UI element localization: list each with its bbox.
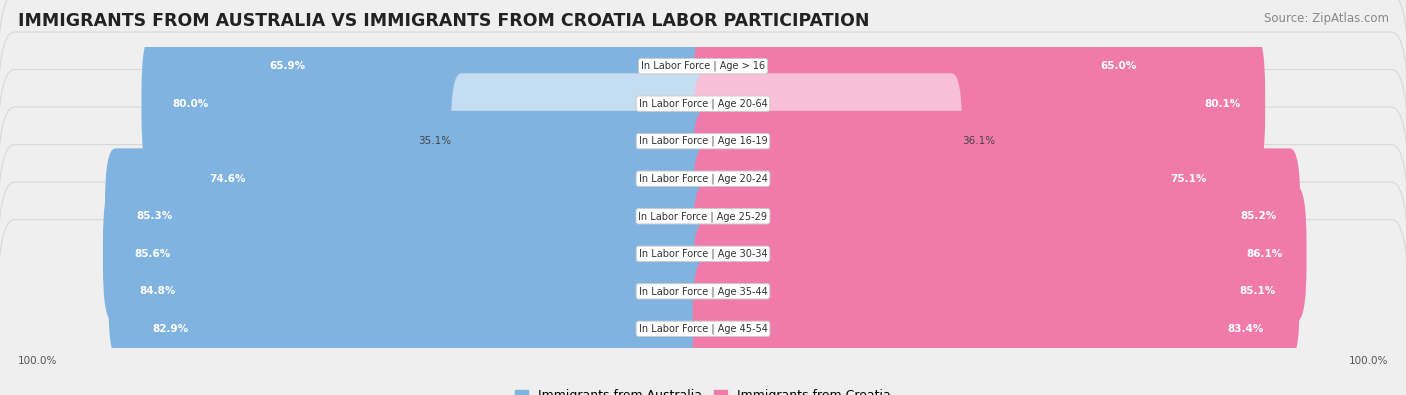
Text: 85.1%: 85.1% bbox=[1239, 286, 1275, 296]
FancyBboxPatch shape bbox=[693, 73, 962, 209]
FancyBboxPatch shape bbox=[693, 111, 1230, 246]
Text: 85.6%: 85.6% bbox=[134, 249, 170, 259]
FancyBboxPatch shape bbox=[693, 261, 1288, 395]
Text: 35.1%: 35.1% bbox=[418, 136, 451, 146]
FancyBboxPatch shape bbox=[0, 0, 1406, 175]
FancyBboxPatch shape bbox=[0, 220, 1406, 395]
Text: 84.8%: 84.8% bbox=[139, 286, 176, 296]
FancyBboxPatch shape bbox=[142, 36, 713, 171]
FancyBboxPatch shape bbox=[179, 111, 713, 246]
Text: 65.9%: 65.9% bbox=[270, 61, 305, 71]
FancyBboxPatch shape bbox=[0, 32, 1406, 250]
Text: 82.9%: 82.9% bbox=[152, 324, 188, 334]
Text: In Labor Force | Age 30-34: In Labor Force | Age 30-34 bbox=[638, 248, 768, 259]
Text: In Labor Force | Age > 16: In Labor Force | Age > 16 bbox=[641, 61, 765, 71]
FancyBboxPatch shape bbox=[693, 224, 1299, 359]
Text: In Labor Force | Age 35-44: In Labor Force | Age 35-44 bbox=[638, 286, 768, 297]
FancyBboxPatch shape bbox=[693, 0, 1161, 134]
Text: 75.1%: 75.1% bbox=[1170, 174, 1206, 184]
FancyBboxPatch shape bbox=[693, 36, 1265, 171]
Text: In Labor Force | Age 20-64: In Labor Force | Age 20-64 bbox=[638, 98, 768, 109]
Text: In Labor Force | Age 16-19: In Labor Force | Age 16-19 bbox=[638, 136, 768, 147]
Text: In Labor Force | Age 20-24: In Labor Force | Age 20-24 bbox=[638, 173, 768, 184]
Text: 100.0%: 100.0% bbox=[1350, 356, 1389, 366]
Text: 85.2%: 85.2% bbox=[1240, 211, 1277, 221]
FancyBboxPatch shape bbox=[693, 186, 1306, 322]
Text: 80.1%: 80.1% bbox=[1205, 99, 1241, 109]
FancyBboxPatch shape bbox=[0, 0, 1406, 213]
FancyBboxPatch shape bbox=[108, 224, 713, 359]
FancyBboxPatch shape bbox=[0, 107, 1406, 325]
Text: 86.1%: 86.1% bbox=[1246, 249, 1282, 259]
Legend: Immigrants from Australia, Immigrants from Croatia: Immigrants from Australia, Immigrants fr… bbox=[510, 384, 896, 395]
FancyBboxPatch shape bbox=[121, 261, 713, 395]
FancyBboxPatch shape bbox=[0, 182, 1406, 395]
FancyBboxPatch shape bbox=[105, 149, 713, 284]
Text: 74.6%: 74.6% bbox=[209, 174, 246, 184]
FancyBboxPatch shape bbox=[451, 73, 713, 209]
FancyBboxPatch shape bbox=[0, 70, 1406, 288]
Text: 100.0%: 100.0% bbox=[17, 356, 56, 366]
FancyBboxPatch shape bbox=[693, 149, 1301, 284]
Text: 83.4%: 83.4% bbox=[1227, 324, 1264, 334]
FancyBboxPatch shape bbox=[0, 145, 1406, 363]
Text: In Labor Force | Age 25-29: In Labor Force | Age 25-29 bbox=[638, 211, 768, 222]
Text: In Labor Force | Age 45-54: In Labor Force | Age 45-54 bbox=[638, 324, 768, 334]
Text: 80.0%: 80.0% bbox=[173, 99, 208, 109]
Text: 65.0%: 65.0% bbox=[1101, 61, 1137, 71]
FancyBboxPatch shape bbox=[103, 186, 713, 322]
FancyBboxPatch shape bbox=[239, 0, 713, 134]
Text: Source: ZipAtlas.com: Source: ZipAtlas.com bbox=[1264, 12, 1389, 25]
Text: IMMIGRANTS FROM AUSTRALIA VS IMMIGRANTS FROM CROATIA LABOR PARTICIPATION: IMMIGRANTS FROM AUSTRALIA VS IMMIGRANTS … bbox=[18, 12, 870, 30]
Text: 36.1%: 36.1% bbox=[962, 136, 995, 146]
Text: 85.3%: 85.3% bbox=[136, 211, 173, 221]
